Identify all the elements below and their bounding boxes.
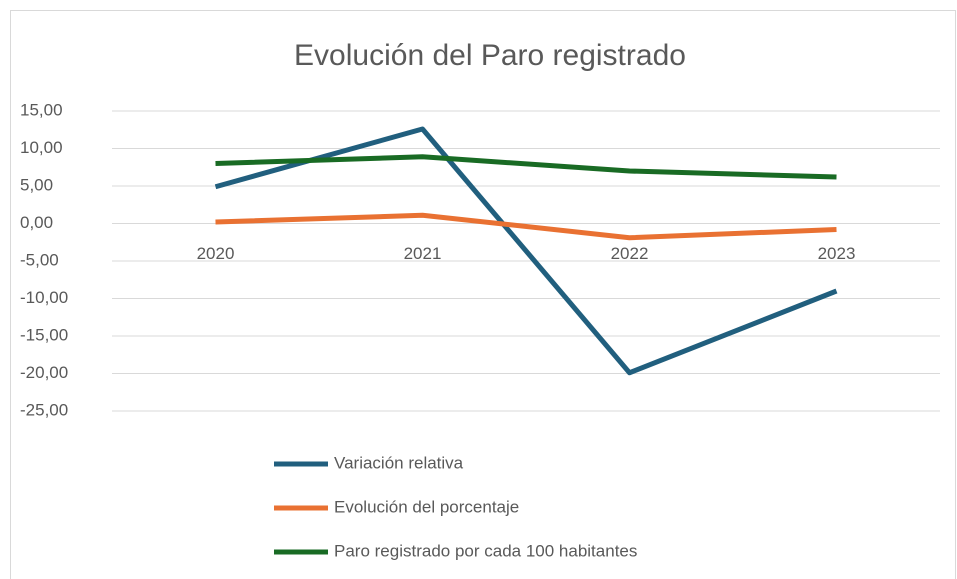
y-tick-label: -25,00: [20, 400, 68, 419]
y-tick-label: 0,00: [20, 213, 53, 232]
y-tick-label: -10,00: [20, 288, 68, 307]
x-tick-label: 2021: [404, 244, 442, 263]
y-tick-label: 15,00: [20, 100, 63, 119]
data-line: [215, 212, 837, 241]
data-line: [215, 154, 837, 180]
x-tick-label: 2023: [818, 244, 856, 263]
y-tick-label: -5,00: [20, 250, 59, 269]
y-tick-label: -20,00: [20, 363, 68, 382]
y-tick-label: 5,00: [20, 175, 53, 194]
y-tick-label: 10,00: [20, 138, 63, 157]
x-tick-label: 2022: [611, 244, 649, 263]
chart-title: Evolución del Paro registrado: [294, 39, 686, 72]
legend-label: Evolución del porcentaje: [334, 497, 519, 516]
x-tick-label: 2020: [197, 244, 235, 263]
chart-border: [10, 10, 956, 579]
legend-label: Variación relativa: [334, 453, 464, 472]
y-tick-label: -15,00: [20, 325, 68, 344]
legend-label: Paro registrado por cada 100 habitantes: [334, 541, 637, 560]
